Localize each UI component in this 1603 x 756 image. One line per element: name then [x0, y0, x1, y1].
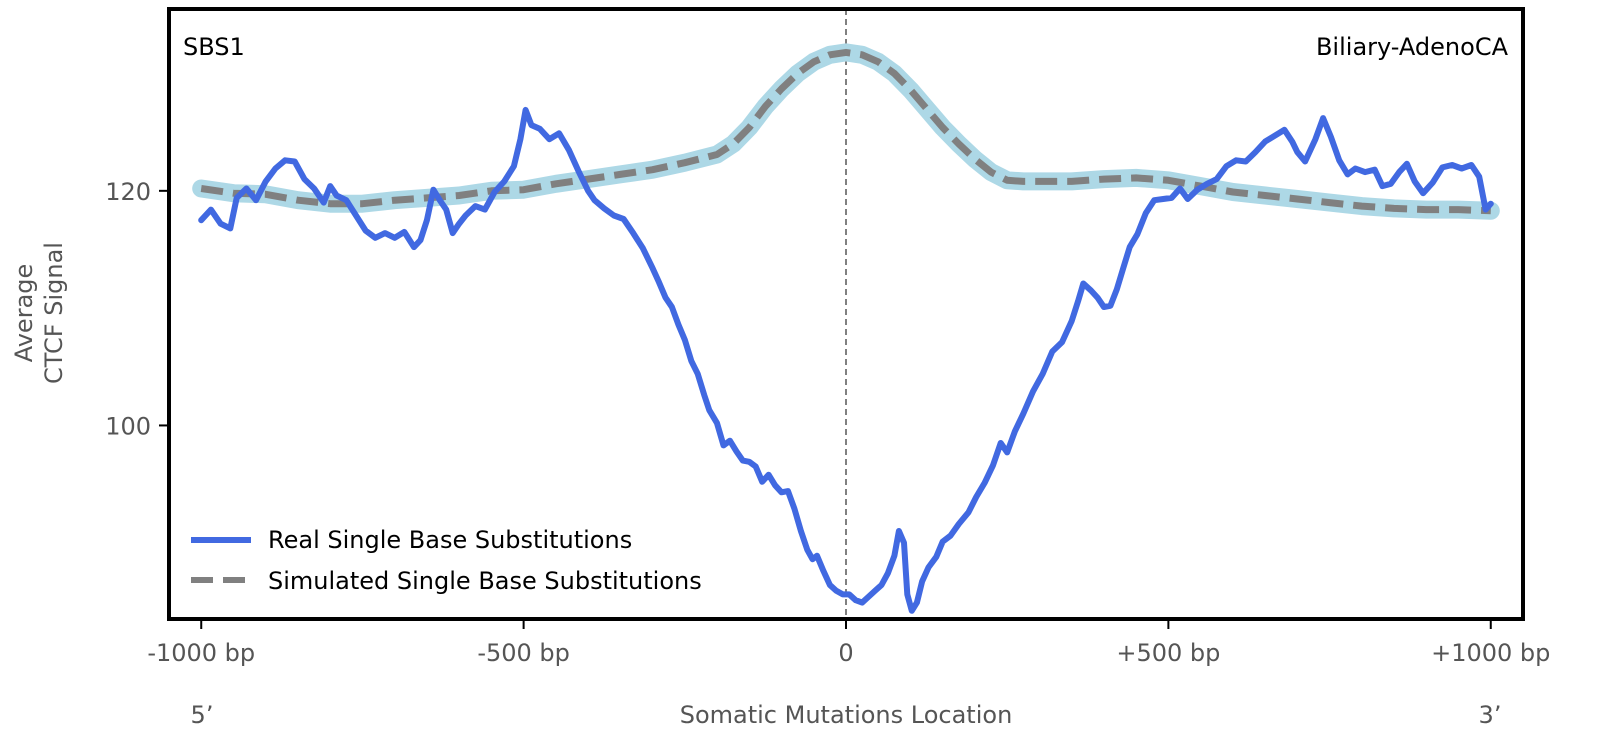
legend: Real Single Base Substitutions Simulated…	[191, 526, 702, 595]
x-tick-label: +1000 bp	[1431, 639, 1550, 667]
x-axis-label: Somatic Mutations Location	[680, 701, 1013, 729]
legend-real-label: Real Single Base Substitutions	[268, 526, 632, 554]
x-tick-label: -500 bp	[477, 639, 570, 667]
strand-3prime-label: 3’	[1479, 701, 1502, 729]
y-axis-label-line2: CTCF Signal	[40, 242, 68, 384]
legend-simulated-label: Simulated Single Base Substitutions	[268, 567, 702, 595]
y-axis-label-line1: Average	[10, 264, 38, 363]
y-tick-label: 120	[105, 178, 151, 206]
plot-frame	[167, 7, 1525, 621]
y-tick-label: 100	[105, 412, 151, 440]
panel-label: SBS1	[183, 33, 245, 61]
cancer-type-label: Biliary-AdenoCA	[1316, 33, 1509, 61]
simulated-series-line	[200, 48, 1491, 215]
x-tick-label: -1000 bp	[147, 639, 255, 667]
strand-5prime-label: 5’	[191, 701, 214, 729]
x-tick-label: +500 bp	[1116, 639, 1220, 667]
x-tick-label: 0	[838, 639, 853, 667]
real-series-line	[198, 106, 1494, 614]
